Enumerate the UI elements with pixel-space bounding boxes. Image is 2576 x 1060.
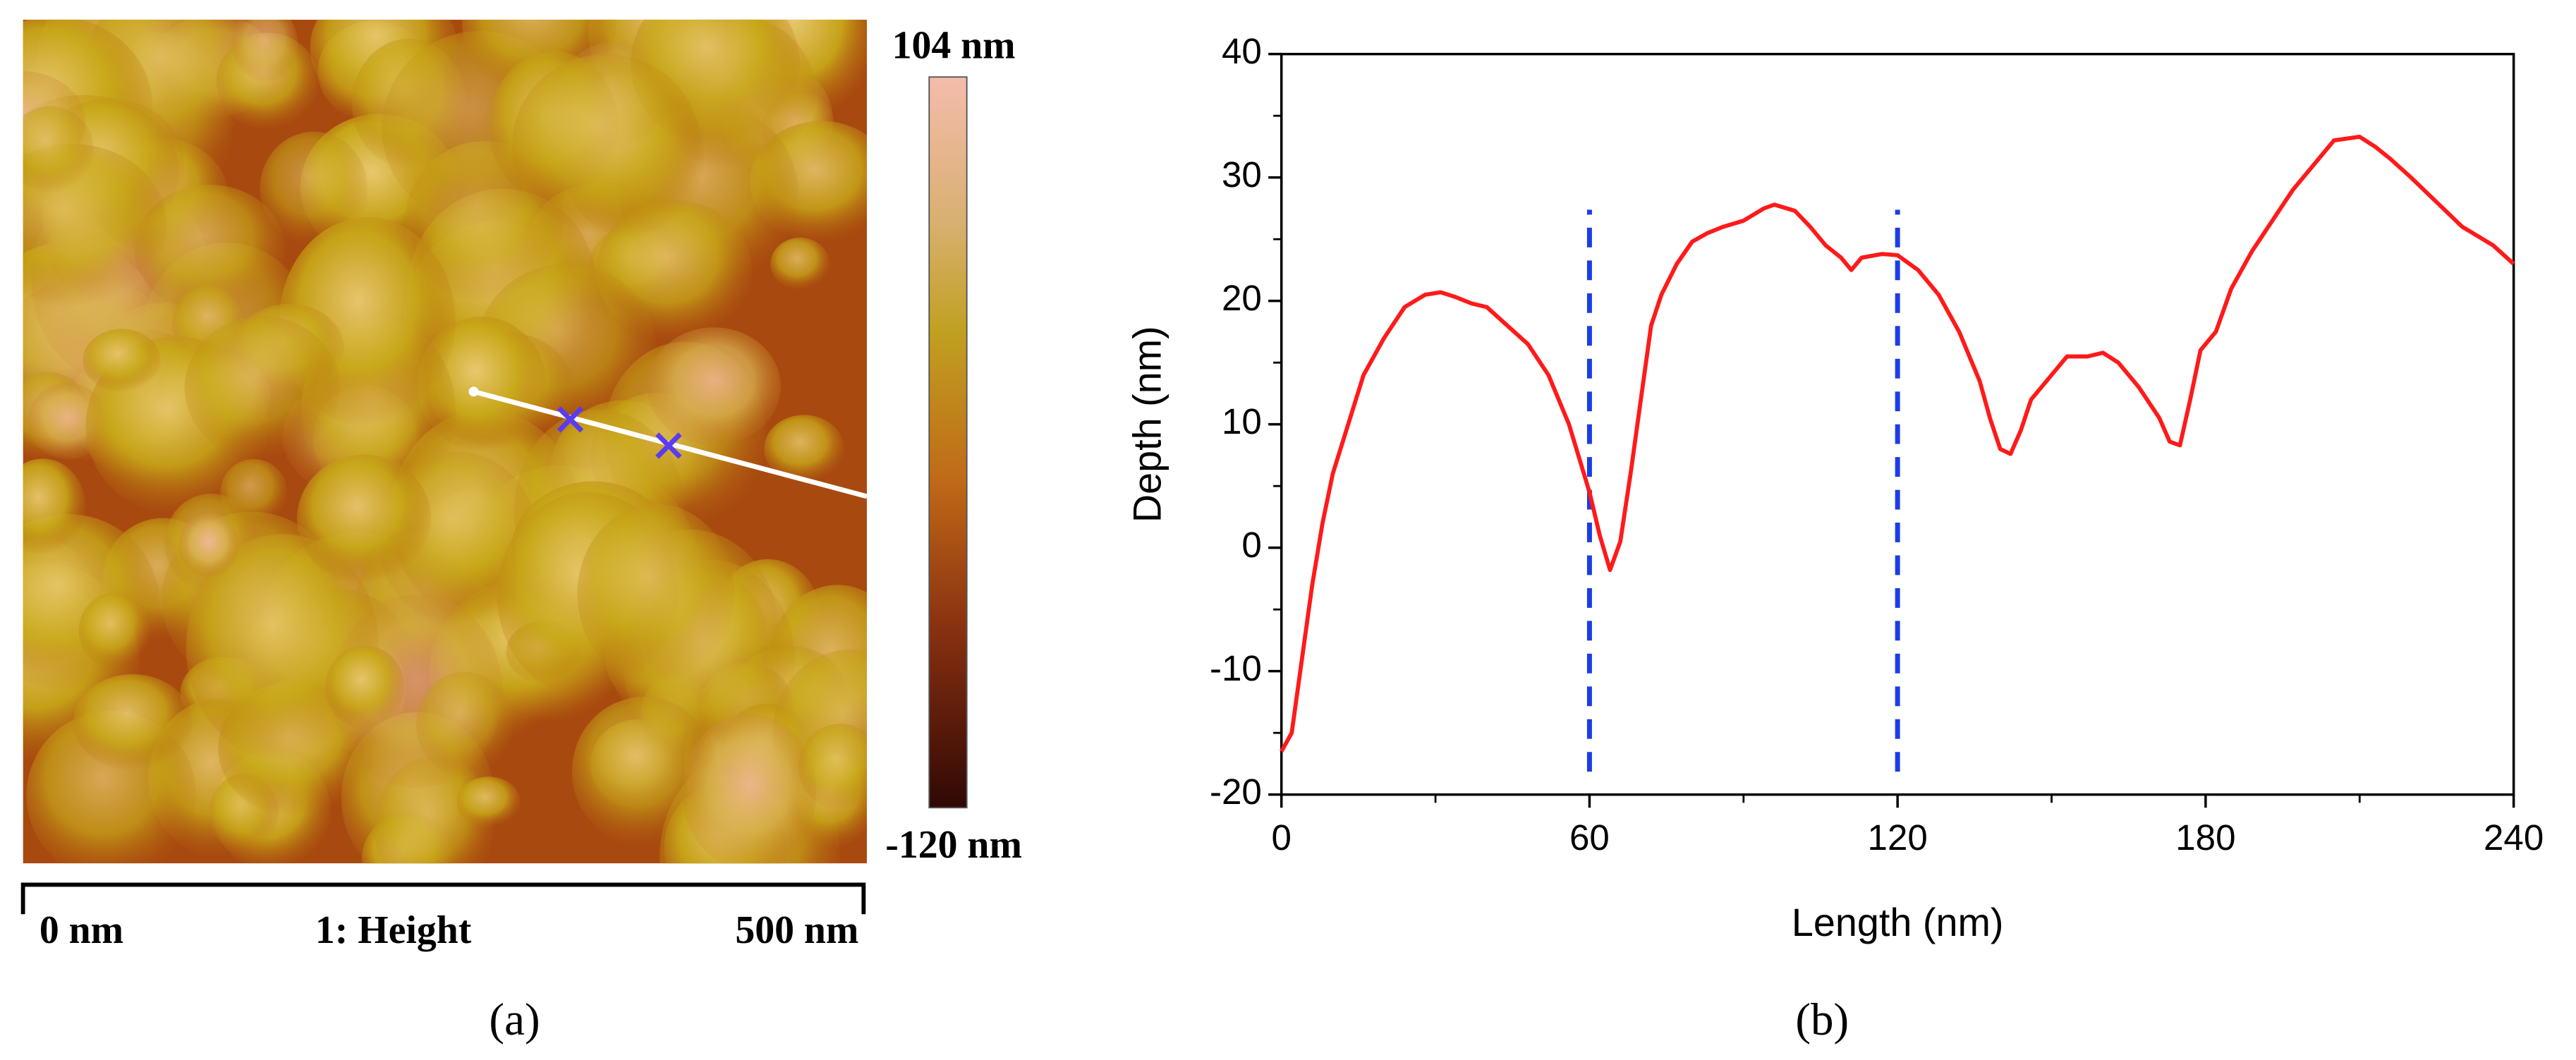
- grain: [73, 674, 193, 771]
- grain: [647, 327, 781, 446]
- y-tick-label: 10: [1222, 401, 1262, 441]
- grain: [682, 713, 817, 864]
- scale-end: 500 nm: [735, 908, 858, 952]
- grain: [178, 513, 239, 578]
- scale-bar: [20, 882, 866, 915]
- y-tick-label: -10: [1210, 648, 1262, 688]
- colorbar: [928, 76, 968, 809]
- y-tick-label: 0: [1241, 525, 1261, 565]
- y-tick-label: 30: [1222, 154, 1262, 195]
- scan-start: [468, 386, 479, 397]
- cursor-markers: [557, 406, 682, 459]
- scale-start: 0 nm: [40, 908, 123, 952]
- x-tick-label: 120: [1868, 817, 1928, 858]
- grain: [764, 415, 844, 483]
- colorbar-min: -120 nm: [885, 823, 1022, 867]
- grain: [325, 645, 405, 730]
- grain: [23, 106, 94, 194]
- afm-image: [23, 19, 867, 864]
- grain: [23, 458, 86, 556]
- grain: [297, 454, 432, 584]
- colorbar-max: 104 nm: [892, 23, 1016, 67]
- grain: [134, 185, 286, 315]
- grain: [260, 131, 368, 245]
- channel-label: 1: Height: [315, 908, 472, 952]
- x-tick-label: 240: [2484, 817, 2544, 858]
- x-tick-label: 60: [1569, 817, 1610, 858]
- grain: [184, 316, 341, 460]
- grain: [83, 329, 161, 393]
- y-tick-label: 20: [1222, 278, 1262, 318]
- grain: [456, 776, 521, 828]
- grain: [416, 671, 514, 777]
- caption-b: (b): [1795, 994, 1849, 1045]
- caption-a: (a): [489, 994, 540, 1045]
- grain: [512, 54, 701, 234]
- y-axis-label: Depth (nm): [1126, 326, 1169, 523]
- grain: [577, 504, 735, 685]
- data-line: [1280, 134, 2515, 753]
- x-tick-label: 0: [1271, 817, 1291, 858]
- grain: [770, 237, 830, 290]
- y-tick-label: 40: [1222, 31, 1262, 71]
- cursor-marker: [557, 406, 584, 433]
- x-tick-label: 180: [2175, 817, 2235, 858]
- grain: [231, 19, 298, 82]
- cursor-marker: [655, 432, 682, 459]
- line-chart: 0 60 120 180 240 -20 -10 0 10 20 30 40 Length (nm) De…: [1126, 31, 2544, 1045]
- grain: [798, 724, 867, 810]
- x-axis-label: Length (nm): [1792, 901, 2004, 944]
- y-tick-label: -20: [1210, 772, 1262, 812]
- grain: [78, 592, 150, 669]
